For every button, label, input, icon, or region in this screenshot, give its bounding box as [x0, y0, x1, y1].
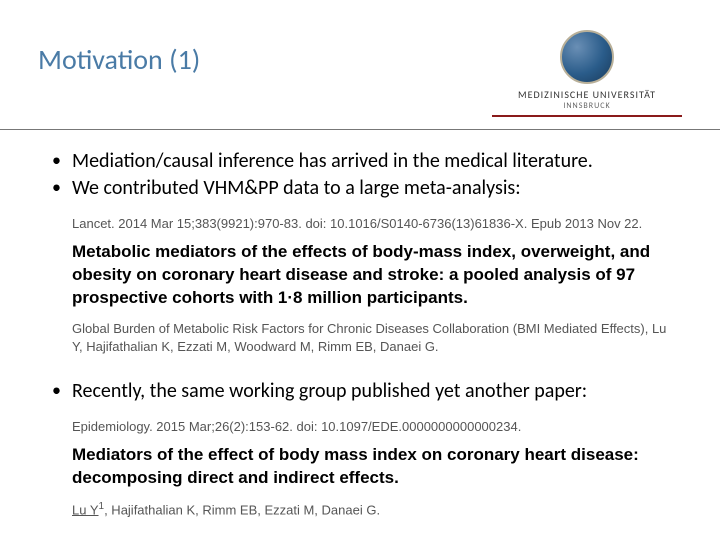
author-primary: Lu Y — [72, 502, 99, 517]
citation-title: Metabolic mediators of the effects of bo… — [72, 241, 672, 310]
university-name: MEDIZINISCHE UNIVERSITÄT — [518, 88, 656, 101]
citation-block-2: Epidemiology. 2015 Mar;26(2):153-62. doi… — [48, 419, 672, 519]
bullet-item: Mediation/causal inference has arrived i… — [48, 148, 672, 175]
slide-header: Motivation (1) MEDIZINISCHE UNIVERSITÄT … — [0, 0, 720, 117]
citation-authors: Lu Y1, Hajifathalian K, Rimm EB, Ezzati … — [72, 500, 672, 520]
citation-block-1: Lancet. 2014 Mar 15;383(9921):970-83. do… — [48, 216, 672, 356]
citation-title: Mediators of the effect of body mass ind… — [72, 444, 672, 490]
bullet-list-top: Mediation/causal inference has arrived i… — [48, 148, 672, 202]
university-sub: INNSBRUCK — [563, 101, 610, 111]
citation-meta: Lancet. 2014 Mar 15;383(9921):970-83. do… — [72, 216, 672, 231]
university-seal-icon — [560, 30, 614, 84]
author-rest: , Hajifathalian K, Rimm EB, Ezzati M, Da… — [104, 502, 380, 517]
slide: Motivation (1) MEDIZINISCHE UNIVERSITÄT … — [0, 0, 720, 540]
citation-meta: Epidemiology. 2015 Mar;26(2):153-62. doi… — [72, 419, 672, 434]
bullet-list-mid: Recently, the same working group publish… — [48, 378, 672, 405]
citation-authors: Global Burden of Metabolic Risk Factors … — [72, 320, 672, 356]
slide-title: Motivation (1) — [38, 30, 200, 77]
university-logo-block: MEDIZINISCHE UNIVERSITÄT INNSBRUCK — [492, 30, 682, 117]
bullet-item: Recently, the same working group publish… — [48, 378, 672, 405]
slide-content: Mediation/causal inference has arrived i… — [0, 130, 720, 520]
bullet-item: We contributed VHM&PP data to a large me… — [48, 175, 672, 202]
